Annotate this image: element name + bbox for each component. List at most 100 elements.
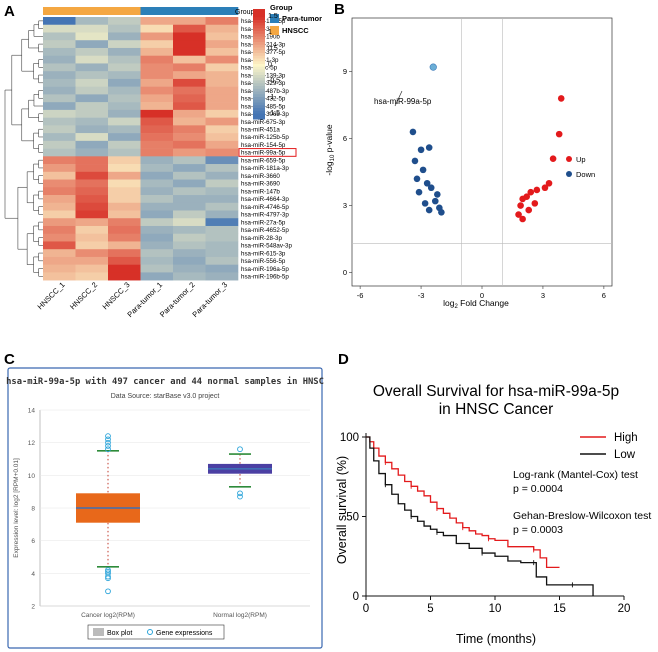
group-bar-segment — [43, 7, 76, 15]
boxplot-border — [7, 367, 323, 649]
volcano-annotation-label: hsa-miR-99a-5p — [374, 97, 432, 106]
legend-up-label: Up — [576, 155, 586, 164]
stat-test-1-p: p = 0.0004 — [513, 483, 563, 495]
legend-gradient-step — [253, 20, 265, 24]
heatmap-cell — [108, 218, 141, 227]
legend-gradient-step — [253, 69, 265, 73]
heatmap-cell — [140, 202, 174, 211]
heatmap-cell — [140, 233, 174, 242]
heatmap-row-label: hsa-miR-451a — [241, 127, 280, 134]
heatmap-cell — [173, 71, 206, 80]
heatmap-cell — [75, 249, 109, 258]
heatmap-row-label: hsa-miR-4746-5p — [241, 204, 289, 211]
legend-gradient-step — [253, 105, 265, 109]
legend-gradient-step — [253, 53, 265, 57]
heatmap-cell — [140, 40, 174, 49]
legend-expression-marker — [147, 629, 153, 635]
heatmap-cell — [140, 63, 174, 72]
heatmap-cell — [140, 86, 174, 95]
heatmap-color-legend: Group Para-tumor HNSCC 1.5 1 0.5 0 -0.5 -1 -1.… — [253, 3, 322, 120]
heatmap-cell — [173, 32, 206, 41]
heatmap-cell — [205, 156, 239, 165]
heatmap-row-label: hsa-miR-556-5p — [241, 258, 286, 265]
legend-gradient-step — [253, 33, 265, 37]
heatmap-row-label: hsa-miR-4652-5p — [241, 227, 289, 234]
heatmap-cell — [43, 55, 76, 64]
x-tick-label: -3 — [418, 291, 425, 300]
heatmap-cell — [75, 264, 109, 273]
heatmap-cell — [75, 140, 109, 149]
heatmap-cell — [173, 256, 206, 265]
heatmap-row-label: hsa-miR-3065-3p — [241, 111, 289, 118]
heatmap-cell — [140, 171, 174, 180]
volcano-points — [409, 63, 565, 223]
heatmap-cell — [205, 264, 239, 273]
y-tick-label: 2 — [31, 604, 35, 611]
up-point — [519, 195, 526, 203]
legend-tick-label: 1 — [268, 29, 272, 36]
heatmap-cell — [43, 187, 76, 196]
legend-gradient-step — [253, 91, 265, 95]
x-tick-label: 15 — [553, 603, 566, 615]
legend-gradient-step — [253, 80, 265, 84]
heatmap-cell — [75, 218, 109, 227]
up-point — [533, 186, 541, 194]
legend-gradient-step — [253, 61, 265, 65]
heatmap-cell — [173, 78, 206, 87]
heatmap-cell — [205, 225, 239, 235]
heatmap-cell — [173, 233, 206, 242]
heatmap-row-label: hsa-miR-154-5p — [241, 142, 286, 149]
heatmap-cell — [43, 233, 76, 242]
outlier-point — [105, 567, 111, 573]
heatmap-cell — [205, 117, 239, 126]
heatmap-cell — [205, 210, 239, 219]
heatmap-cell — [140, 78, 174, 87]
heatmap-cell — [43, 249, 76, 258]
y-tick-label: 0 — [343, 268, 347, 277]
heatmap-cell — [140, 125, 174, 134]
heatmap-cell — [173, 133, 206, 142]
legend-gradient-step — [253, 25, 265, 29]
heatmap-row-label: hsa-miR-147b — [241, 188, 280, 195]
heatmap-cell — [205, 102, 239, 111]
heatmap-cell — [75, 55, 109, 64]
legend-tick-label: 1.5 — [268, 13, 278, 20]
heatmap-cell — [75, 148, 109, 157]
outlier-point — [105, 568, 111, 575]
x-tick-label: -6 — [357, 291, 364, 300]
y-tick-label: 6 — [343, 134, 347, 143]
boxplot-y-label: Expression level: log2 [RPM+0.01] — [13, 458, 20, 558]
heatmap-cell — [75, 202, 109, 211]
heatmap-cell — [108, 171, 141, 180]
legend-gradient-step — [253, 86, 265, 90]
legend-low-label: Low — [614, 449, 636, 461]
heatmap-cell — [173, 148, 206, 157]
heatmap-cell — [75, 195, 109, 204]
heatmap-cell — [75, 187, 109, 196]
volcano-y-label: -log10 p-value — [324, 124, 336, 175]
legend-gradient-step — [253, 75, 265, 79]
outlier-point — [105, 436, 111, 443]
legend-gradient-step — [253, 94, 265, 98]
down-point — [421, 200, 429, 207]
stat-test-1-name: Log-rank (Mantel-Cox) test — [513, 469, 638, 481]
heatmap-cell — [205, 86, 239, 95]
legend-expression-label: Gene expressions — [156, 630, 213, 637]
heatmap-cells — [43, 17, 239, 281]
heatmap-cell — [43, 117, 76, 126]
y-tick-label: 0 — [353, 591, 359, 603]
annotation-leader-line — [394, 90, 403, 107]
heatmap-cell — [75, 32, 109, 41]
heatmap-cell — [140, 17, 174, 26]
heatmap-cell — [43, 86, 76, 95]
heatmap-row-dendrogram — [4, 20, 43, 277]
heatmap-cell — [75, 256, 109, 265]
heatmap-cell — [205, 140, 239, 149]
up-point — [545, 179, 553, 187]
heatmap-cell — [173, 272, 206, 281]
legend-gradient-step — [253, 66, 265, 70]
heatmap-cell — [108, 210, 141, 219]
down-point — [425, 206, 433, 214]
y-tick-label: 12 — [28, 440, 36, 447]
heatmap-cell — [205, 179, 239, 188]
